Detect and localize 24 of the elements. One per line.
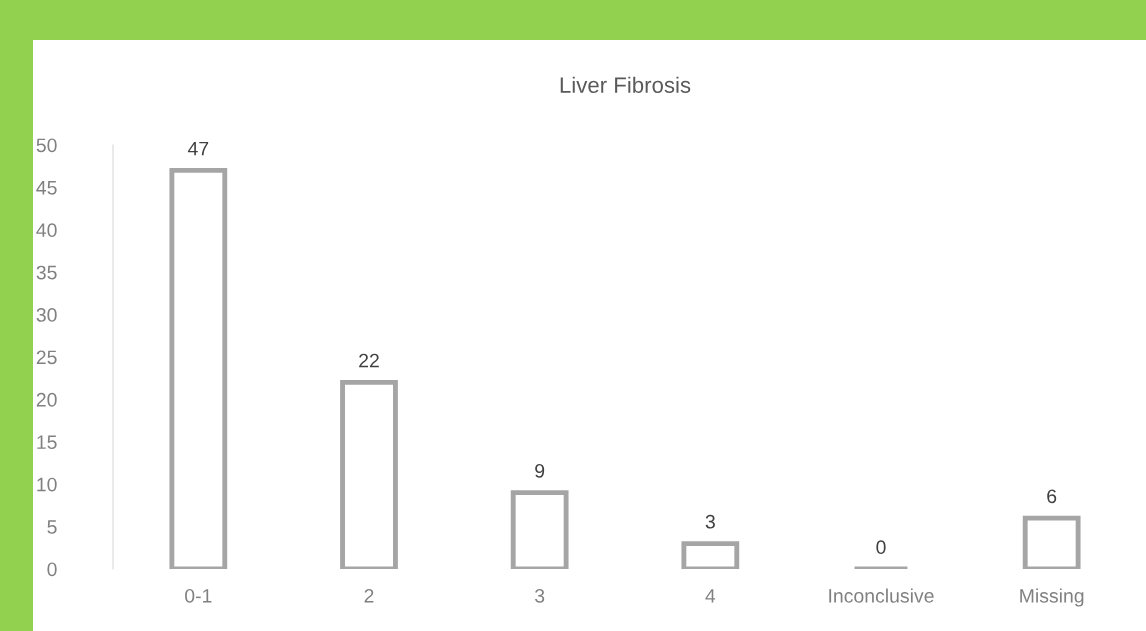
data-label: 3 — [705, 514, 715, 529]
data-label: 0 — [876, 540, 886, 555]
data-label: 9 — [535, 463, 545, 478]
y-tick-label: 30 — [36, 308, 57, 322]
x-tick-label: Missing — [1020, 588, 1084, 607]
y-tick-label: 20 — [36, 392, 57, 407]
y-tick-label: 35 — [36, 265, 57, 280]
data-label: 22 — [359, 353, 379, 368]
y-tick-label: 5 — [47, 520, 57, 534]
x-tick-label: Inconclusive — [829, 588, 934, 603]
data-label: 6 — [1047, 489, 1057, 504]
y-tick-label: 10 — [37, 477, 57, 492]
y-tick-label: 15 — [37, 435, 57, 450]
y-tick-label: 45 — [36, 181, 57, 195]
x-tick-label: 2 — [364, 588, 374, 603]
y-tick-label: 50 — [36, 138, 57, 153]
x-tick-label: 3 — [535, 588, 545, 603]
x-tick-label: 4 — [705, 589, 716, 603]
y-tick-label: 40 — [36, 223, 57, 238]
chart-title: Liver Fibrosis — [560, 76, 691, 93]
data-label: 47 — [187, 141, 209, 156]
x-tick-label: 0-1 — [185, 588, 212, 603]
y-tick-label: 25 — [36, 350, 57, 365]
y-tick-label: 0 — [47, 562, 57, 577]
